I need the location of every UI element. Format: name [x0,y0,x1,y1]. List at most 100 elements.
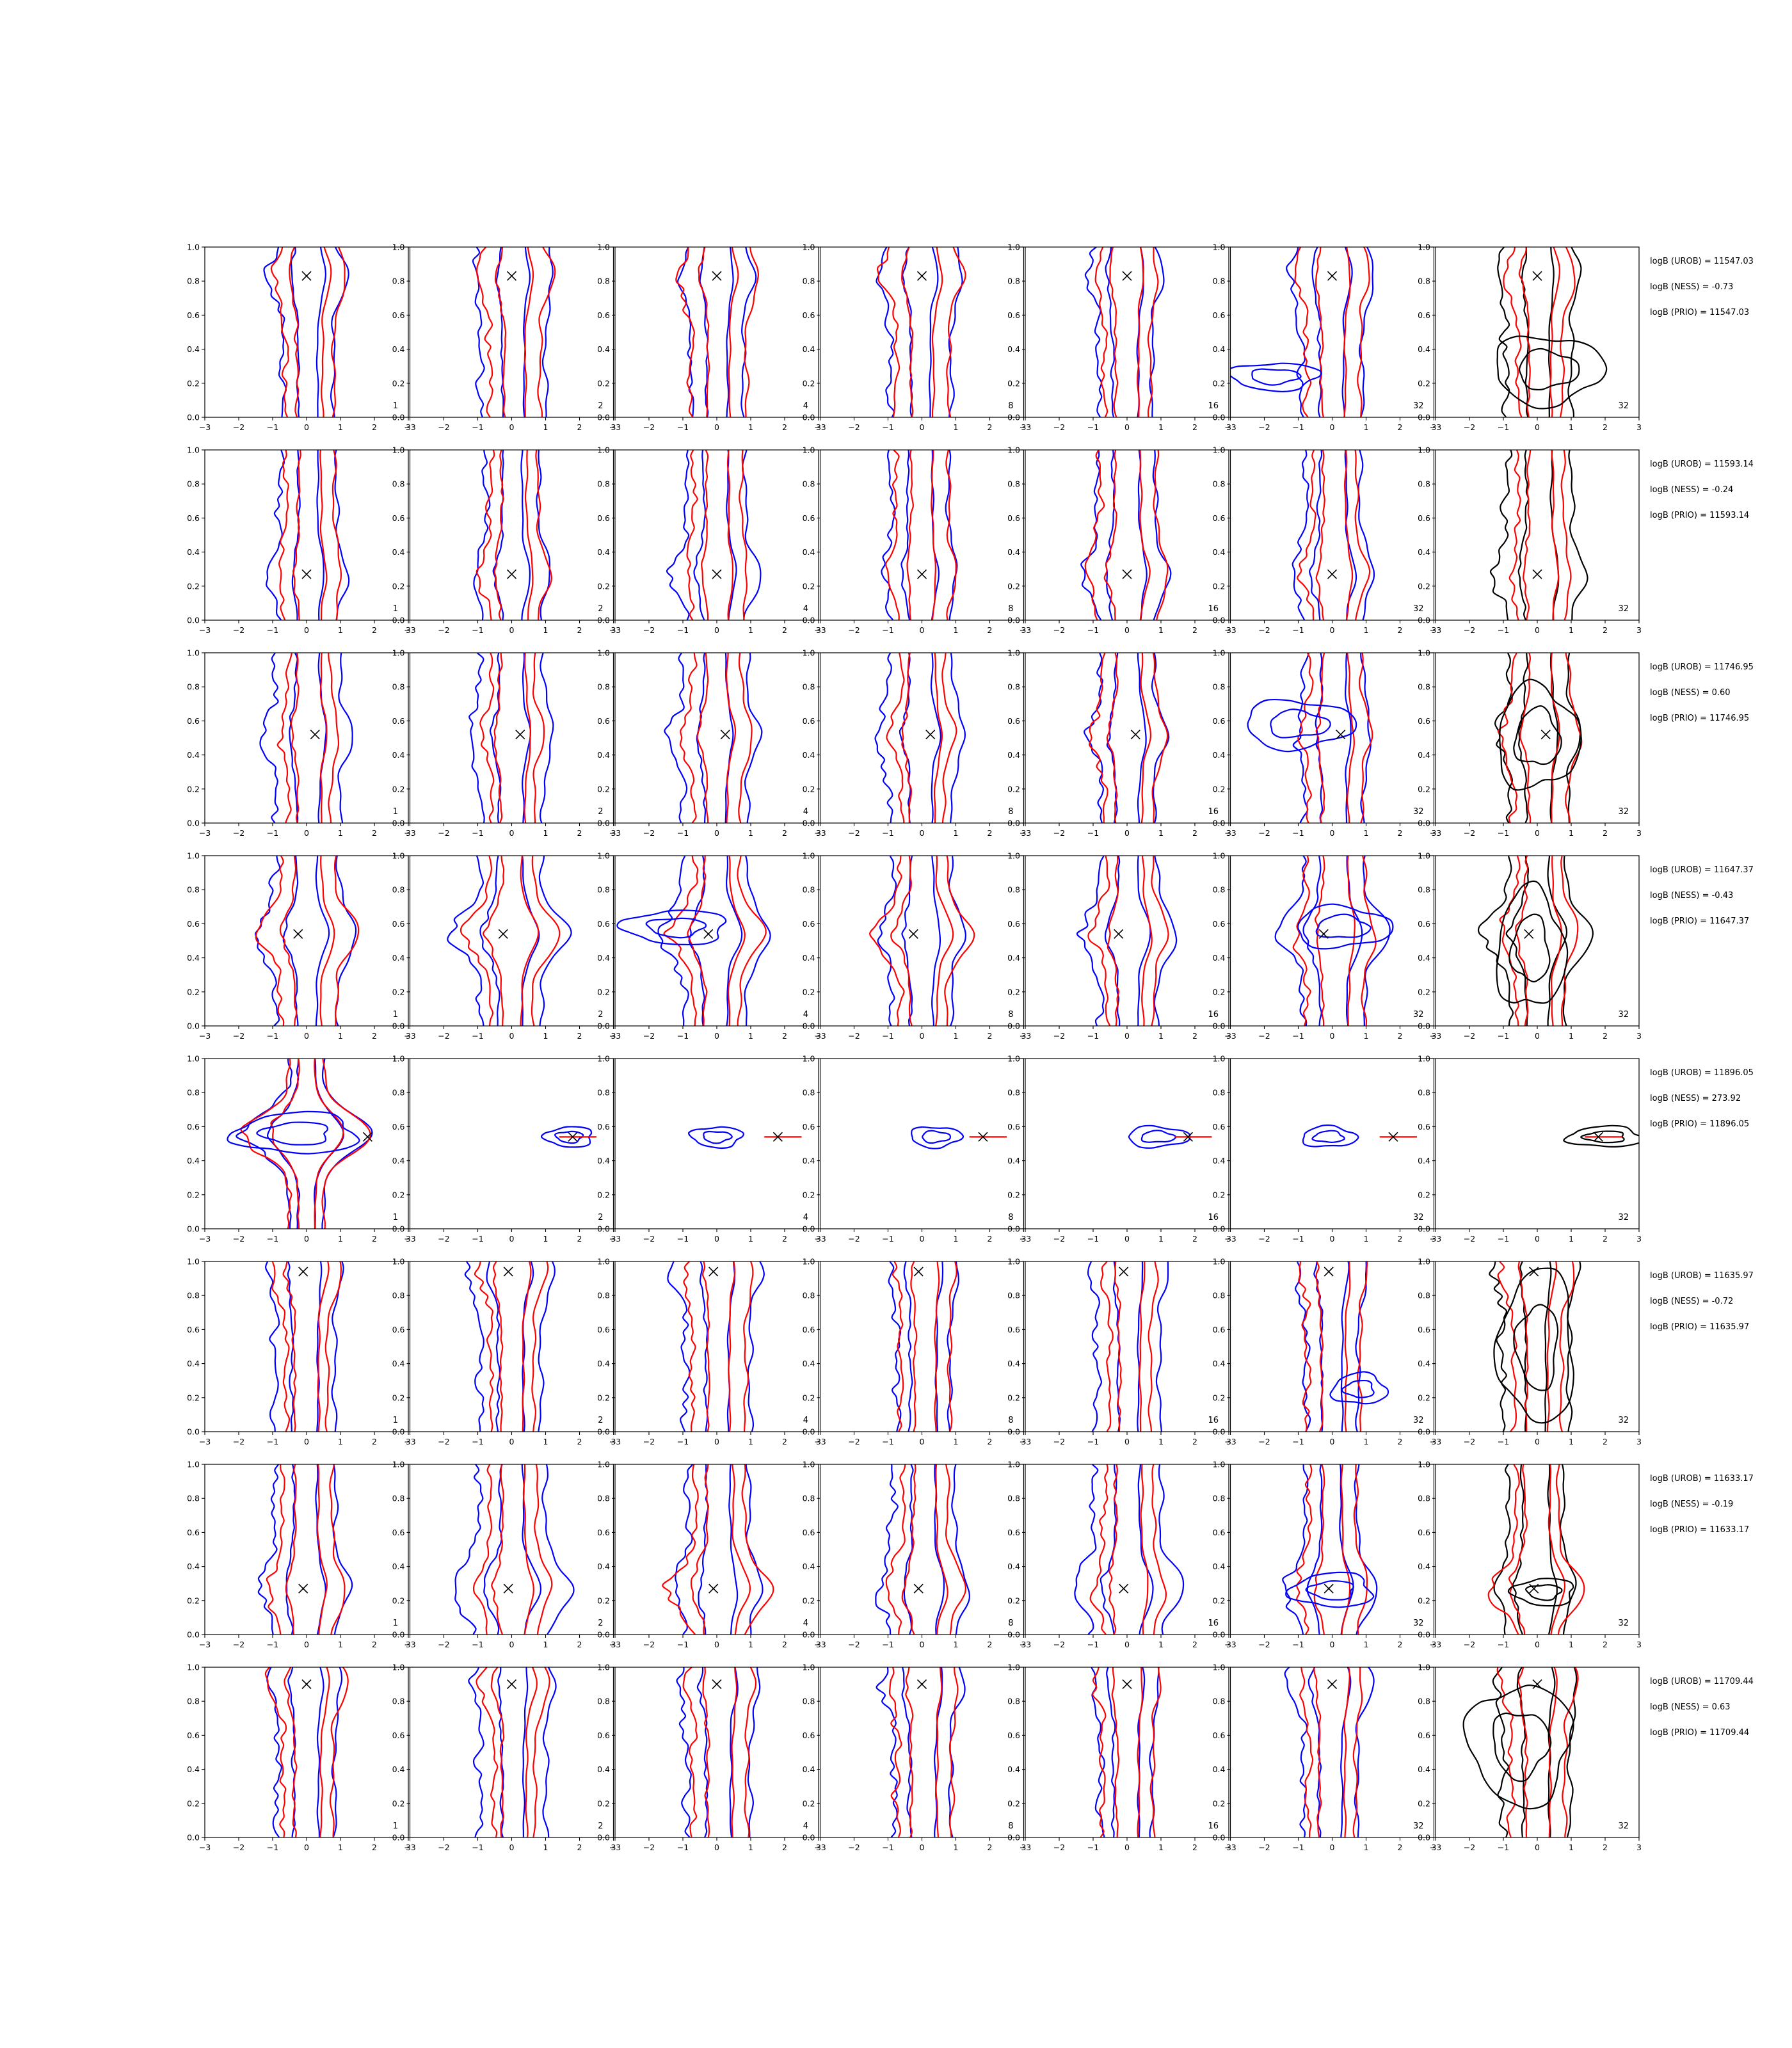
x-tick-label: 2 [988,1843,993,1852]
y-tick-label: 0.4 [1213,547,1226,557]
y-tick-label: 0.0 [597,1630,610,1640]
y-tick-label: 0.2 [1007,1393,1020,1402]
axes-frame [204,449,409,621]
x-tick-label: 1 [1364,1843,1369,1852]
panel-label: 32 [1413,1821,1424,1831]
y-tick-label: 0.8 [1418,1494,1430,1503]
y-tick-label: 0.0 [1213,819,1226,828]
blue-contour [1306,1464,1354,1635]
x-tick-label: 0 [304,828,309,838]
y-tick-label: 0.2 [597,784,610,794]
blue-contour [1305,1580,1355,1601]
x-tick-label: −3 [609,1437,621,1446]
axes-frame [614,246,819,418]
y-tick-label: 0.0 [392,819,405,828]
x-tick-label: 2 [1603,422,1608,432]
x-tick-label: 1 [1158,1234,1164,1244]
x-tick-label: −1 [677,625,689,635]
panel-r2-c6: −3 −2 −1 0 1 2 30.00.20.40.60.81.032 [1213,445,1437,636]
truth-marker [913,1267,924,1277]
panel-label: 1 [393,807,398,817]
axes-frame [1229,1058,1435,1229]
y-tick-label: 0.2 [187,581,200,591]
panel-label: 32 [1618,604,1629,614]
x-tick-label: −2 [848,1437,860,1446]
contour-set [1563,1124,1639,1148]
truth-marker [1532,271,1542,281]
blue-contour [256,1121,328,1146]
x-tick-label: 3 [1432,625,1437,635]
x-tick-label: 2 [1603,625,1608,635]
y-tick-label: 0.8 [392,276,405,286]
x-tick-label: −3 [404,1640,415,1649]
x-tick-label: 0 [1535,625,1540,635]
red-contour [1114,1261,1146,1432]
y-tick-label: 0.0 [187,616,200,625]
blue-contour [693,450,737,620]
bayes-factors-row-4: logB (UROB) = 11647.37 logB (NESS) = -0.4… [1650,865,1754,926]
x-tick-label: −3 [404,625,415,635]
x-tick-label: −2 [848,422,860,432]
x-tick-label: 1 [1569,1031,1574,1041]
panel-label: 4 [803,1010,808,1020]
y-tick-label: 0.6 [392,513,405,523]
x-tick-label: −1 [1498,1843,1509,1852]
y-tick-label: 0.8 [803,1088,815,1098]
panel-r6-c5: −3 −2 −1 0 1 2 30.00.20.40.60.81.016 [1007,1257,1231,1447]
x-tick-label: −1 [882,1640,893,1649]
y-tick-label: 0.2 [1213,987,1226,996]
x-tick-label: −1 [267,1843,278,1852]
x-tick-label: −1 [882,1437,893,1446]
y-tick-label: 1.0 [187,1663,200,1672]
y-tick-label: 1.0 [597,445,610,455]
y-tick-label: 0.0 [1213,616,1226,625]
x-tick-label: 1 [1158,828,1164,838]
blue-contour [664,653,763,823]
y-tick-label: 0.8 [187,1088,200,1098]
y-tick-label: 1.0 [1213,1663,1226,1672]
x-tick-label: 3 [816,1234,821,1244]
x-tick-label: 3 [1636,828,1642,838]
y-tick-label: 0.6 [597,1731,610,1740]
blue-contour [901,856,941,1026]
x-tick-label: 2 [372,625,377,635]
panel-r6-c6: −3 −2 −1 0 1 2 30.00.20.40.60.81.032 [1213,1257,1437,1447]
x-tick-label: −3 [1224,1234,1236,1244]
x-tick-label: −3 [404,1031,415,1041]
truth-marker [506,569,517,579]
y-tick-label: 0.8 [1007,885,1020,895]
x-tick-label: 1 [1364,1234,1369,1244]
x-tick-label: 2 [988,1234,993,1244]
y-tick-label: 1.0 [187,1460,200,1469]
red-contour [1315,856,1356,1026]
panel-r3-c4: −3 −2 −1 0 1 2 30.00.20.40.60.81.08 [803,648,1027,838]
y-tick-label: 1.0 [1007,1054,1020,1064]
blue-contour [473,450,551,620]
x-tick-label: −3 [814,625,826,635]
red-contour [1108,1464,1149,1635]
blue-contour [1292,653,1372,823]
panel-label: 2 [598,1010,603,1020]
x-tick-label: 0 [714,625,719,635]
x-tick-label: −2 [848,1640,860,1649]
x-tick-label: 2 [1398,1437,1403,1446]
y-tick-label: 0.4 [1007,1156,1020,1165]
red-contour [1111,1667,1143,1837]
blue-contour [881,450,958,620]
x-tick-label: 0 [509,1640,515,1649]
red-contour [901,1464,948,1635]
red-contour [266,1464,346,1635]
bayes-factor-text: logB (UROB) = 11709.44 [1650,1677,1754,1686]
y-tick-label: 0.8 [1007,1697,1020,1706]
x-tick-label: 3 [816,1640,821,1649]
black-contour [1516,1667,1556,1837]
x-tick-label: −2 [233,1234,244,1244]
x-tick-label: −3 [1020,828,1031,838]
y-tick-label: 0.0 [187,1833,200,1843]
x-tick-label: 2 [1398,1031,1403,1041]
panel-r7-c3: −3 −2 −1 0 1 2 30.00.20.40.60.81.04 [597,1460,821,1650]
x-tick-label: −2 [233,828,244,838]
x-tick-label: −1 [1087,1234,1099,1244]
blue-contour [468,653,554,823]
blue-contour [1128,1124,1191,1149]
